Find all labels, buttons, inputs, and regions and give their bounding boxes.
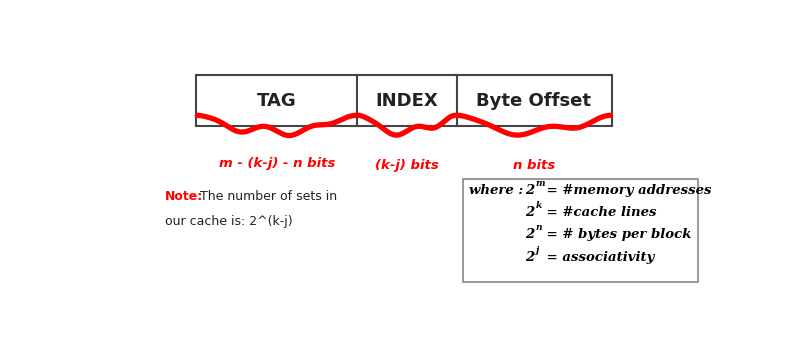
Text: n bits: n bits [513, 159, 555, 172]
Bar [196, 75, 611, 126]
Text: TAG: TAG [257, 92, 297, 110]
Text: = # bytes per block: = # bytes per block [542, 228, 691, 241]
Bar [462, 179, 698, 282]
Text: (k-j) bits: (k-j) bits [375, 159, 438, 172]
Text: 2: 2 [525, 251, 534, 264]
Text: where :: where : [469, 184, 523, 197]
Text: 2: 2 [525, 228, 534, 241]
Text: n: n [535, 223, 542, 232]
Text: m: m [535, 179, 545, 188]
Text: Note:: Note: [165, 190, 203, 203]
Text: j: j [535, 246, 538, 255]
Text: = #cache lines: = #cache lines [542, 206, 657, 219]
Text: = associativity: = associativity [542, 251, 654, 264]
Text: m - (k-j) - n bits: m - (k-j) - n bits [218, 157, 335, 170]
Text: The number of sets in: The number of sets in [201, 190, 338, 203]
Text: = #memory addresses: = #memory addresses [542, 184, 711, 197]
Text: INDEX: INDEX [375, 92, 438, 110]
Text: k: k [535, 201, 542, 210]
Text: 2: 2 [525, 184, 534, 197]
Text: Byte Offset: Byte Offset [477, 92, 591, 110]
Text: 2: 2 [525, 206, 534, 219]
Text: our cache is: 2^(k-j): our cache is: 2^(k-j) [165, 215, 293, 228]
